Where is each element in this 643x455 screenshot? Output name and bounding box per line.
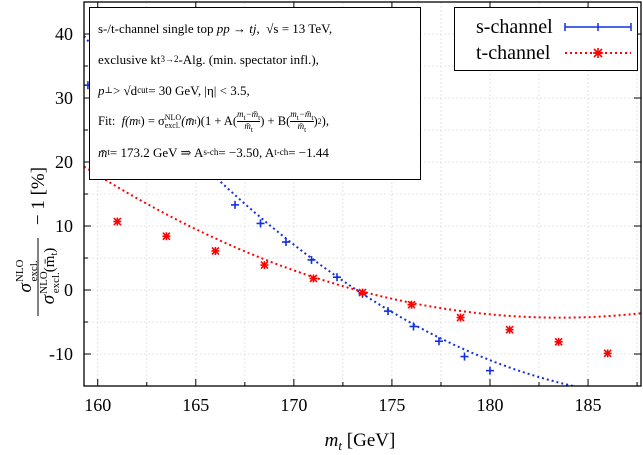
fit-info-box: s-/t-channel single top pp → tj, √s = 13… xyxy=(89,7,421,180)
svg-text:σNLOexcl.: σNLO excl. xyxy=(14,259,40,292)
y-tick-label: 20 xyxy=(55,152,73,172)
legend: s-channel t-channel xyxy=(454,7,638,71)
point-s-channel xyxy=(383,307,392,316)
point-t-channel xyxy=(211,246,220,256)
x-tick-label: 175 xyxy=(378,395,405,415)
legend-label: t-channel xyxy=(476,42,551,64)
legend-label: s-channel xyxy=(476,16,553,38)
y-axis-title: σNLO excl. σNLOexcl.(m̄t) − 1 [%] xyxy=(14,167,62,316)
point-t-channel xyxy=(456,313,465,322)
point-s-channel xyxy=(256,219,265,228)
point-t-channel xyxy=(505,325,514,334)
legend-item-t-channel: t-channel xyxy=(455,40,637,66)
info-line-4: Fit: f(m t) = σ NLO excl. (m̄ t)(1 + A(mt−m̄t… xyxy=(98,108,329,134)
svg-text:σNLOexcl.(m̄t): σNLOexcl.(m̄t) xyxy=(38,248,62,305)
x-tick-label: 170 xyxy=(280,395,307,415)
point-s-channel xyxy=(231,200,240,209)
point-s-channel xyxy=(460,352,469,361)
point-t-channel xyxy=(603,349,612,358)
y-tick-label: 40 xyxy=(55,24,73,44)
point-s-channel xyxy=(434,337,443,346)
point-t-channel xyxy=(358,288,367,297)
point-s-channel xyxy=(333,273,342,282)
x-axis-title: mt [GeV] xyxy=(325,430,396,453)
info-line-1: s-/t-channel single top pp → tj, √s = 13… xyxy=(98,21,333,36)
point-t-channel xyxy=(309,274,318,283)
info-line-3: p ⊥ > √d cut = 30 GeV, |η| < 3.5, xyxy=(98,83,250,98)
point-t-channel xyxy=(113,217,122,226)
point-t-channel xyxy=(260,260,269,270)
point-s-channel xyxy=(307,255,316,264)
info-line-2: exclusive kt 3→2 -Alg. (min. spectator inf… xyxy=(98,52,319,67)
x-tick-label: 180 xyxy=(476,395,503,415)
legend-sample-s-channel xyxy=(564,23,632,31)
data-points xyxy=(84,81,612,375)
plot-frame xyxy=(83,1,642,387)
svg-text:− 1 [%]: − 1 [%] xyxy=(28,167,49,225)
x-tick-label: 185 xyxy=(575,395,602,415)
legend-sample-t-channel xyxy=(565,48,631,58)
point-t-channel xyxy=(407,300,416,309)
point-t-channel xyxy=(554,337,563,346)
point-s-channel xyxy=(409,322,418,331)
legend-item-s-channel: s-channel xyxy=(455,14,637,40)
point-t-channel xyxy=(162,232,171,241)
x-tick-label: 165 xyxy=(182,395,209,415)
y-tick-label: 30 xyxy=(55,88,73,108)
y-tick-label: -10 xyxy=(49,344,73,364)
point-s-channel xyxy=(282,238,291,246)
x-tick-label: 160 xyxy=(84,395,111,415)
point-s-channel xyxy=(485,366,494,375)
y-tick-label: 0 xyxy=(64,280,73,300)
axis-ticks: 160 165 170 175 180 185 -10 0 10 20 30 40 xyxy=(49,1,641,415)
y-tick-label: 10 xyxy=(55,216,73,236)
